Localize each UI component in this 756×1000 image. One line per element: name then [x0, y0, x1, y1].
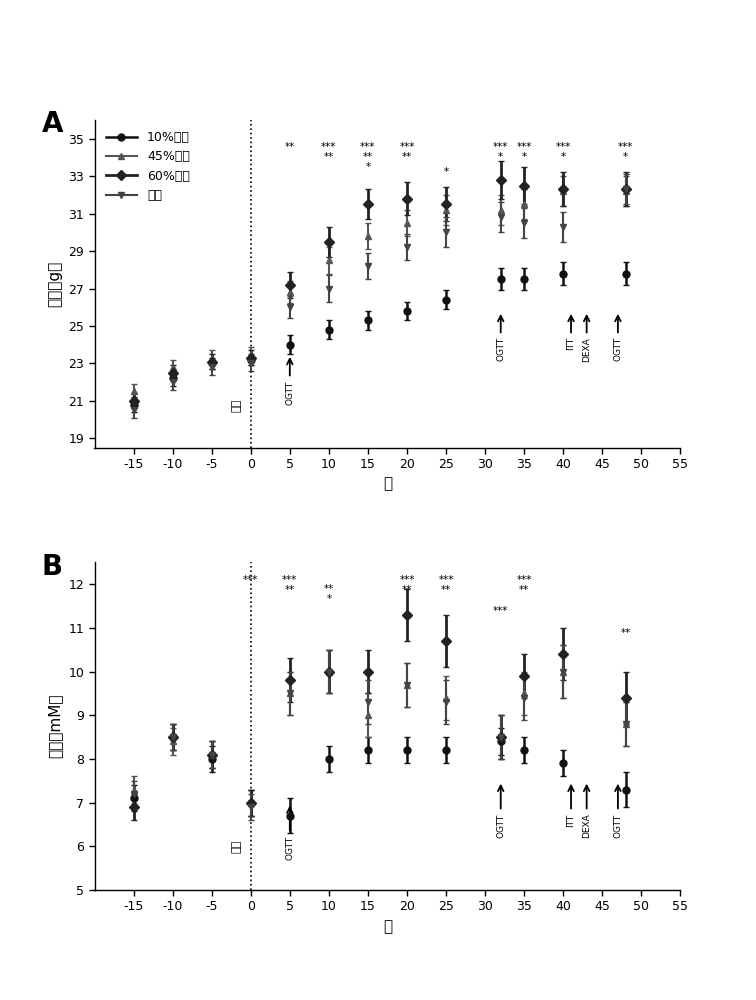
Text: **: ** — [621, 628, 631, 638]
Text: **
*: ** * — [324, 584, 334, 604]
Text: 饮食: 饮食 — [231, 840, 242, 853]
Text: ***
**
*: *** ** * — [360, 142, 376, 172]
Text: ***
**: *** ** — [321, 142, 336, 162]
Text: ***
**: *** ** — [438, 575, 454, 595]
Text: OGTT: OGTT — [613, 814, 622, 838]
Text: DEXA: DEXA — [582, 814, 591, 838]
Text: OGTT: OGTT — [285, 380, 294, 405]
Text: OGTT: OGTT — [496, 814, 505, 838]
Text: ***
*: *** * — [493, 142, 509, 162]
Text: ***
**: *** ** — [282, 575, 298, 595]
Text: ***
*: *** * — [516, 142, 532, 162]
Text: OGTT: OGTT — [613, 337, 622, 361]
Text: ***: *** — [243, 575, 259, 585]
X-axis label: 天: 天 — [383, 919, 392, 934]
Text: ***: *** — [493, 606, 509, 616]
Text: ***
*: *** * — [618, 142, 634, 162]
Y-axis label: 血糖（mM）: 血糖（mM） — [48, 694, 63, 758]
Text: DEXA: DEXA — [582, 337, 591, 362]
Legend: 10%脂肪, 45%脂肪, 60%脂肪, 西方: 10%脂肪, 45%脂肪, 60%脂肪, 西方 — [101, 126, 195, 207]
Text: OGTT: OGTT — [285, 835, 294, 860]
Text: 饮食: 饮食 — [231, 399, 242, 412]
Text: B: B — [42, 553, 63, 581]
Text: A: A — [42, 110, 64, 138]
Text: OGTT: OGTT — [496, 337, 505, 361]
Text: ***
**: *** ** — [399, 575, 415, 595]
Text: ITT: ITT — [566, 814, 575, 827]
Text: *: * — [444, 167, 448, 177]
Text: **: ** — [285, 142, 295, 152]
X-axis label: 天: 天 — [383, 477, 392, 492]
Text: ***
*: *** * — [556, 142, 571, 162]
Text: ITT: ITT — [566, 337, 575, 350]
Text: ***
**: *** ** — [516, 575, 532, 595]
Y-axis label: 体重（g）: 体重（g） — [48, 261, 63, 307]
Text: ***
**: *** ** — [399, 142, 415, 162]
